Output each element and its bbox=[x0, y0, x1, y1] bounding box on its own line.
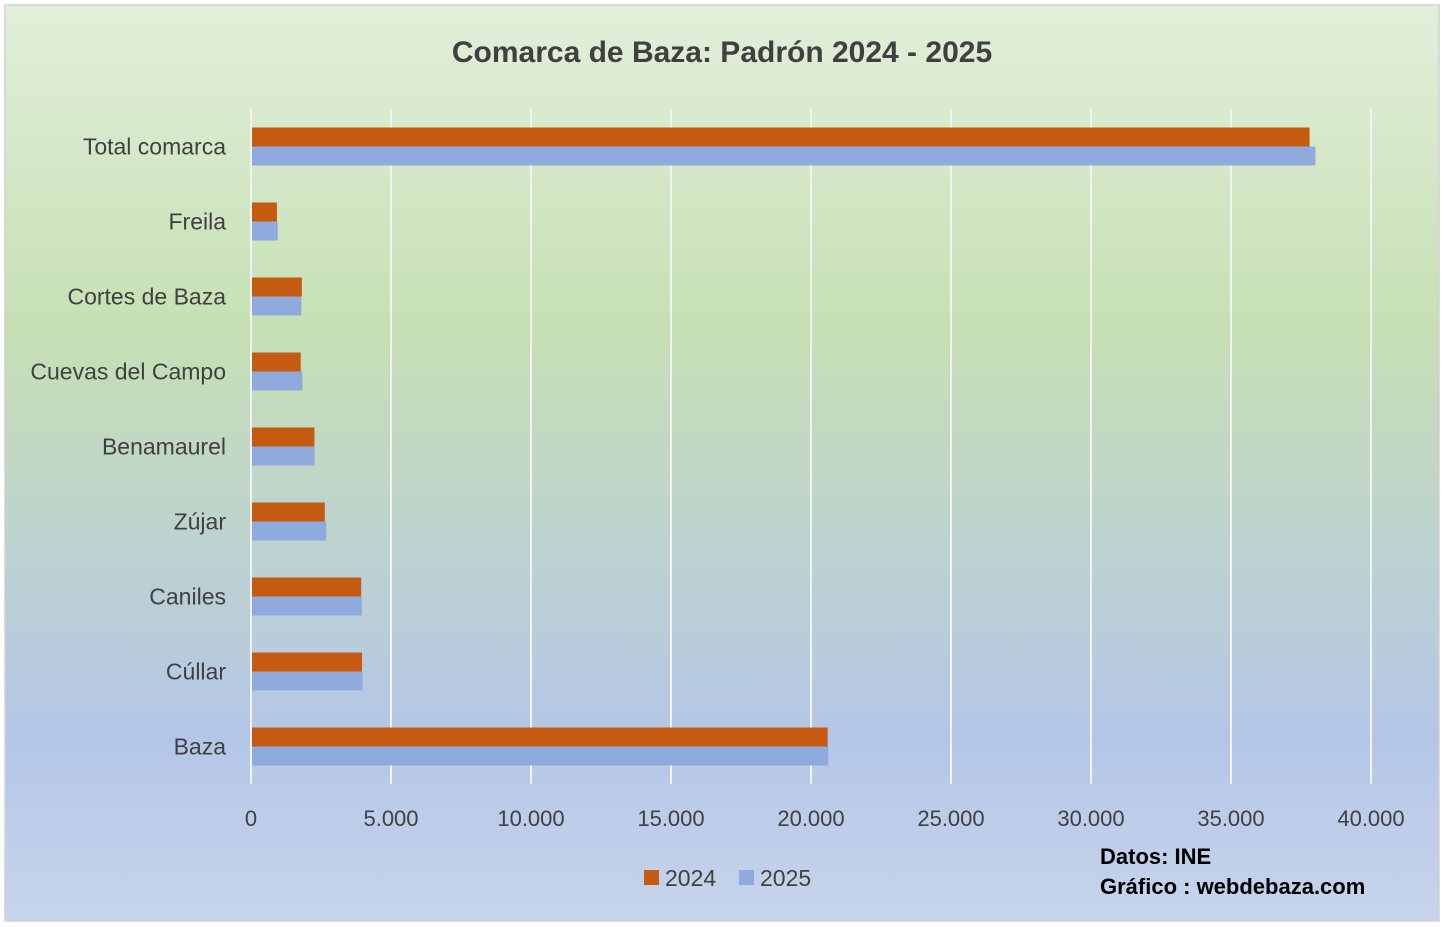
x-tick-label: 40.000 bbox=[1337, 806, 1404, 831]
bar-2024-6 bbox=[252, 277, 302, 297]
category-label: Cuevas del Campo bbox=[30, 359, 226, 385]
x-tick-label: 25.000 bbox=[917, 806, 984, 831]
legend: 2024 2025 bbox=[644, 865, 811, 891]
bar-2024-3 bbox=[252, 502, 325, 522]
bar-2025-2 bbox=[252, 596, 362, 616]
x-tick-label: 20.000 bbox=[777, 806, 844, 831]
x-tick-label: 5.000 bbox=[363, 806, 418, 831]
bar-2025-4 bbox=[252, 446, 315, 466]
source-note: Datos: INE bbox=[1100, 844, 1211, 869]
category-label: Freila bbox=[168, 209, 226, 235]
category-label: Total comarca bbox=[83, 134, 226, 160]
legend-label-2024: 2024 bbox=[665, 865, 716, 891]
bars bbox=[252, 127, 1316, 766]
credit-note: Gráfico : webdebaza.com bbox=[1100, 874, 1365, 899]
category-label: Zújar bbox=[174, 509, 227, 535]
bar-2024-0 bbox=[252, 727, 828, 747]
category-label: Cortes de Baza bbox=[67, 284, 226, 310]
category-label: Caniles bbox=[149, 584, 226, 610]
bar-2025-0 bbox=[252, 746, 829, 766]
bar-2024-1 bbox=[252, 652, 363, 672]
legend-swatch-2024 bbox=[644, 870, 659, 885]
category-label: Baza bbox=[174, 734, 227, 760]
bar-2024-8 bbox=[252, 127, 1310, 147]
category-label: Benamaurel bbox=[102, 434, 226, 460]
x-tick-label: 10.000 bbox=[497, 806, 564, 831]
legend-label-2025: 2025 bbox=[760, 865, 811, 891]
category-label: Cúllar bbox=[166, 659, 226, 685]
bar-2025-8 bbox=[252, 146, 1316, 166]
bar-2024-2 bbox=[252, 577, 362, 597]
bar-2024-5 bbox=[252, 352, 301, 372]
gridlines bbox=[250, 109, 1372, 784]
bar-2024-4 bbox=[252, 427, 315, 447]
chart-title: Comarca de Baza: Padrón 2024 - 2025 bbox=[452, 36, 992, 69]
x-tick-label: 30.000 bbox=[1057, 806, 1124, 831]
x-tick-label: 35.000 bbox=[1197, 806, 1264, 831]
tick-labels: 0 5.000 10.000 15.000 20.000 25.000 30.000 35.0… bbox=[245, 806, 1405, 831]
x-tick-label: 0 bbox=[245, 806, 257, 831]
bar-2025-7 bbox=[252, 221, 278, 241]
legend-swatch-2025 bbox=[739, 870, 754, 885]
category-labels: Baza Cúllar Caniles Zújar Benamaurel Cuevas d… bbox=[30, 134, 226, 760]
bar-2025-3 bbox=[252, 521, 327, 541]
bar-2024-7 bbox=[252, 202, 277, 222]
bar-2025-6 bbox=[252, 296, 302, 316]
x-tick-label: 15.000 bbox=[637, 806, 704, 831]
bar-2025-1 bbox=[252, 671, 363, 691]
bar-2025-5 bbox=[252, 371, 303, 391]
